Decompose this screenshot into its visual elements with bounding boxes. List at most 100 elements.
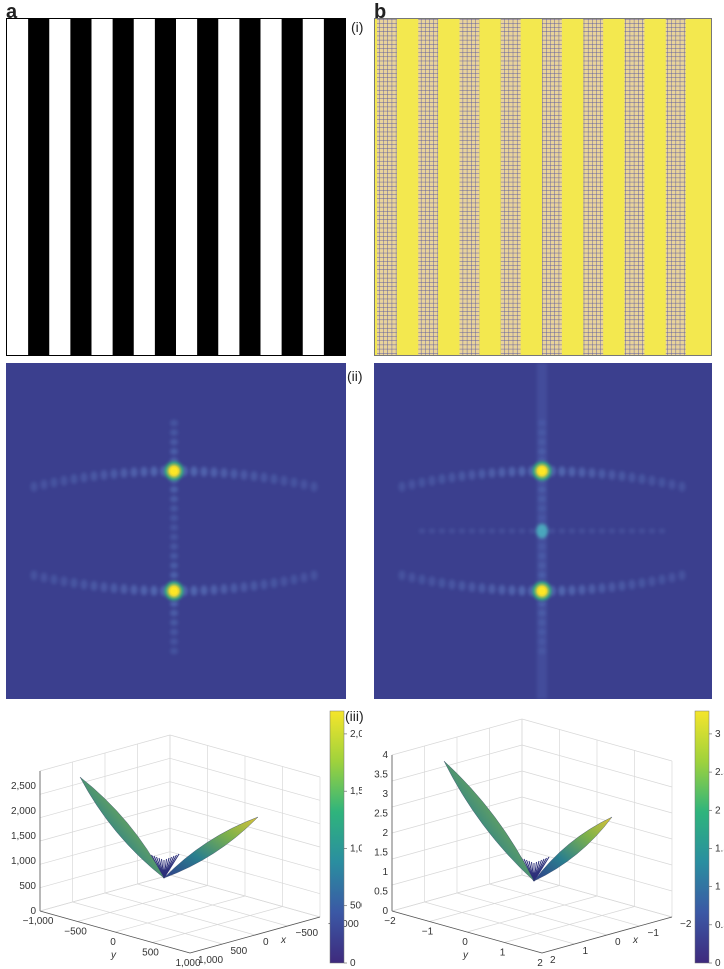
center-row (629, 528, 635, 534)
center-row (549, 528, 555, 534)
diffraction-lobe (100, 469, 108, 480)
x-tick-label: 0 (615, 937, 621, 948)
stripe-bar (281, 19, 303, 355)
colorbar-tick-label: 0.5 (715, 920, 724, 931)
diffraction-lobe (100, 582, 108, 593)
diffraction-lobe (140, 466, 148, 477)
diffraction-lobe (408, 572, 416, 583)
diffraction-lobe (240, 469, 248, 480)
lattice-stripe (583, 19, 604, 355)
diffraction-lobe (408, 479, 416, 490)
diffraction-lobe (140, 585, 148, 596)
x-tick-label: 500 (231, 946, 248, 957)
axes-box (39, 734, 321, 954)
diffraction-lobe (70, 578, 78, 588)
diffraction-order (170, 562, 178, 569)
diffraction-lobe (398, 481, 406, 492)
diffraction-lobe (50, 574, 58, 585)
stripe-bar (239, 19, 261, 355)
colorbar-tick-label: 0 (715, 958, 721, 969)
lattice-stripe (624, 19, 645, 355)
colorbar-tick-label: 500 (350, 901, 362, 912)
diffraction-lobe (448, 472, 456, 483)
diffraction-lobe (458, 471, 466, 482)
diffraction-lobe (30, 481, 38, 492)
diffraction-lobe (638, 474, 646, 484)
y-tick-label: −1,000 (23, 916, 54, 927)
center-row (589, 528, 595, 534)
row-label-iii: (iii) (345, 708, 364, 724)
diffraction-lobe (648, 475, 656, 486)
z-tick-label: 2 (382, 828, 388, 839)
x-axis-label: x (280, 935, 287, 946)
surface-left-lobe (443, 760, 535, 882)
colorbar-tick-label: 1.5 (715, 843, 724, 854)
diffraction-lobe (200, 466, 208, 477)
diffraction-lobe (498, 467, 506, 478)
x-axis-label: x (632, 935, 639, 946)
center-row (469, 528, 475, 534)
diffraction-lobe (210, 467, 218, 478)
diffraction-order (170, 505, 178, 512)
z-tick-label: 1 (382, 867, 388, 878)
diffraction-lobe (310, 481, 318, 492)
diffraction-lobe (518, 466, 526, 477)
z-tick-label: 0 (30, 906, 36, 917)
x-tick-label: 1 (583, 946, 589, 957)
center-row (479, 528, 485, 534)
diffraction-lobe (270, 474, 278, 484)
colorbar-tick-label: 2 (715, 805, 721, 816)
diffraction-lobe (60, 475, 68, 486)
diffraction-lobe (578, 467, 586, 478)
diffraction-lobe (618, 580, 626, 591)
diffraction-heatmap-a (6, 363, 346, 699)
diffraction-lobe (478, 583, 486, 594)
lattice-stripe (500, 19, 521, 355)
center-row (559, 528, 565, 534)
colorbar-tick-label: 1,000 (350, 843, 362, 854)
x-tick-label: 2 (550, 955, 556, 966)
diffraction-lobe (40, 479, 48, 490)
diffraction-order (170, 486, 178, 493)
diffraction-lobe (110, 468, 118, 479)
colorbar-tick-label: 1 (715, 882, 721, 893)
diffraction-lobe (438, 474, 446, 484)
center-spot (536, 524, 548, 538)
diffraction-lobe (150, 466, 158, 477)
diffraction-order (170, 438, 178, 446)
diffraction-heatmap-b (374, 363, 712, 699)
y-tick-label: −1 (422, 927, 434, 938)
x-tick-label: −500 (296, 928, 319, 939)
x-tick-label: 0 (263, 937, 269, 948)
diffraction-lobe (628, 579, 636, 590)
y-tick-label: −2 (384, 916, 396, 927)
diffraction-lobe (280, 475, 288, 486)
diffraction-order (170, 419, 178, 427)
center-row (499, 528, 505, 534)
x-tick-label: 1,000 (198, 955, 223, 966)
axes-box (391, 718, 673, 954)
diffraction-lobe (448, 579, 456, 590)
colorbar-tick-label: 1,500 (350, 786, 362, 797)
center-row (529, 528, 535, 534)
diffraction-lobe (70, 474, 78, 484)
diffraction-lobe (658, 477, 666, 488)
diffraction-order (170, 552, 178, 560)
diffraction-lobe (190, 585, 198, 596)
surface-plot-b-svg: 00.511.522.533.54−2−1012−2−1012yx00.511.… (374, 710, 724, 969)
z-tick-label: 500 (19, 881, 36, 892)
panel-letter-b: b (374, 1, 387, 23)
diffraction-lobe (588, 468, 596, 478)
diffraction-peak-core (538, 467, 546, 475)
center-row (459, 528, 465, 534)
diffraction-lobe (418, 574, 426, 585)
diffraction-lobe (558, 585, 566, 596)
diffraction-lobe (488, 584, 496, 594)
center-row (439, 528, 445, 534)
diffraction-lobe (270, 578, 278, 588)
y-axis-label: y (462, 950, 469, 961)
center-row (609, 528, 615, 534)
diffraction-lobe (558, 466, 566, 477)
stripe-pattern-panel (6, 18, 346, 356)
lattice-stripe (542, 19, 562, 355)
